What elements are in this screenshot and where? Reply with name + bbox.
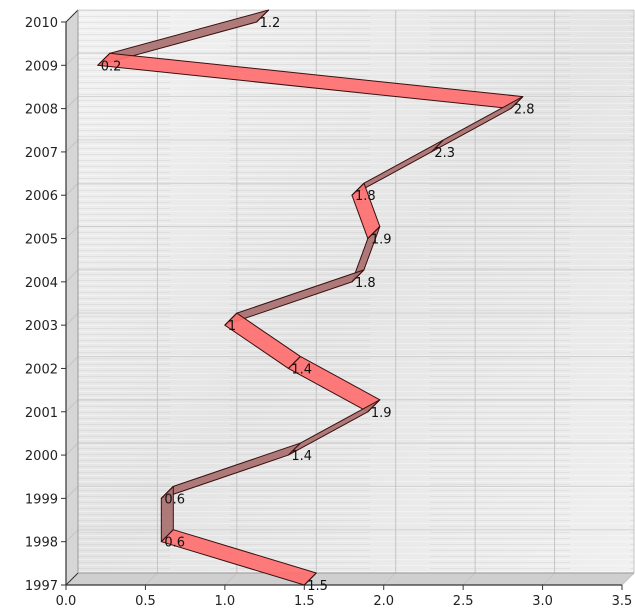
floor — [66, 573, 634, 585]
grid-line-side — [65, 96, 79, 109]
grid-line-side — [65, 529, 79, 543]
data-labels: 1.5 0.6 0.6 1.4 1.9 1.4 1 1.8 1.9 1.8 2.3 2.8 0.2 1.2 — [101, 16, 535, 594]
y-tick-label: 2007 — [25, 146, 58, 161]
x-tick-label: 0.0 — [56, 594, 77, 609]
y-tick-label: 2010 — [25, 16, 58, 31]
x-tick-label: 1.0 — [215, 594, 236, 609]
data-label: 1.2 — [260, 16, 281, 31]
x-tick-label: 1.5 — [294, 594, 315, 609]
data-label: 1.9 — [371, 233, 392, 248]
data-point — [160, 486, 174, 499]
y-tick-label: 2006 — [25, 189, 58, 204]
x-axis-ticks: 0.0 0.5 1.0 1.5 2.0 2.5 3.0 3.5 — [56, 585, 633, 609]
data-point — [97, 52, 111, 66]
grid-line-side — [65, 486, 79, 499]
data-point — [224, 312, 238, 326]
data-point — [367, 399, 381, 413]
grid-line-side — [65, 269, 79, 283]
x-tick-label: 2.5 — [453, 594, 474, 609]
y-tick-label: 2003 — [25, 319, 58, 334]
y-tick-label: 2000 — [25, 449, 58, 464]
data-point — [256, 9, 269, 23]
data-point — [367, 226, 381, 239]
y-tick-label: 1999 — [25, 492, 58, 507]
y-tick-label: 1997 — [25, 579, 58, 594]
data-label: 0.6 — [164, 492, 185, 507]
data-label: 1.8 — [355, 189, 376, 204]
data-point — [351, 269, 365, 283]
grid-line-side — [65, 356, 79, 369]
data-point — [351, 182, 365, 196]
grid-line-floor — [462, 572, 476, 586]
grid-line-side — [65, 226, 79, 239]
grid-line-floor — [621, 572, 635, 586]
grid-line-floor — [145, 572, 158, 586]
grid-line-side — [65, 52, 79, 66]
data-label: 1.4 — [291, 362, 312, 377]
data-label: 1.9 — [371, 406, 392, 421]
back-wall-texture — [78, 10, 634, 573]
origin-depth — [65, 572, 79, 586]
y-axis-ticks: 1997 1998 1999 2000 2001 2002 2003 2004 2005 2006… — [25, 16, 66, 594]
data-series-ribbon — [97, 9, 524, 586]
data-point — [288, 442, 301, 456]
data-point — [510, 96, 524, 109]
data-label: 1.5 — [307, 579, 328, 594]
y-tick-label: 2002 — [25, 362, 58, 377]
data-label: 1.8 — [355, 276, 376, 291]
y-tick-label: 2009 — [25, 59, 58, 74]
data-label: 1 — [228, 319, 236, 334]
grid-line-floor — [383, 572, 397, 586]
grid-line-floor — [224, 572, 238, 586]
x-tick-label: 3.0 — [532, 594, 553, 609]
axes — [65, 9, 634, 586]
grid-line-side — [65, 182, 79, 196]
x-tick-label: 0.5 — [135, 594, 156, 609]
data-label: 2.8 — [514, 103, 535, 118]
left-wall — [66, 10, 78, 585]
y-tick-label: 2001 — [25, 406, 58, 421]
grid-line-side — [65, 139, 79, 153]
plot-area — [66, 10, 634, 585]
x-tick-label: 2.0 — [373, 594, 394, 609]
y-tick-label: 2004 — [25, 276, 58, 291]
grid-line-side — [65, 312, 79, 326]
y-tick-label: 2005 — [25, 233, 58, 248]
x-tick-label: 3.5 — [612, 594, 633, 609]
grid-line-side — [65, 442, 79, 456]
data-label: 0.2 — [101, 59, 122, 74]
grid-line-floor — [542, 572, 555, 586]
data-label: 2.3 — [434, 146, 455, 161]
data-point — [160, 529, 174, 543]
y-tick-label: 1998 — [25, 536, 58, 551]
data-point — [431, 139, 444, 153]
data-point — [303, 572, 317, 586]
data-point — [288, 356, 301, 369]
grid-line-side — [65, 399, 79, 413]
data-label: 1.4 — [291, 449, 312, 464]
y-tick-label: 2008 — [25, 103, 58, 118]
data-label: 0.6 — [164, 536, 185, 551]
y-axis-depth-top — [65, 9, 79, 23]
